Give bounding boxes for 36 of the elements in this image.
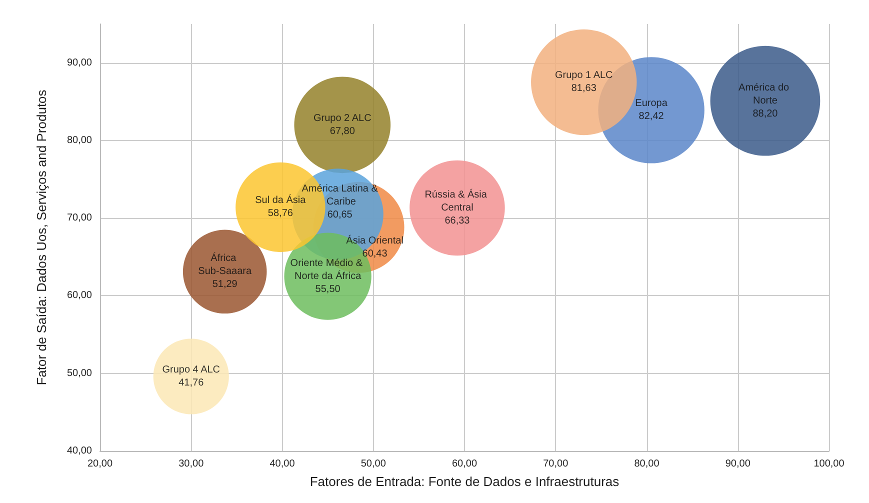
- x-tick-label: 70,00: [543, 458, 569, 470]
- y-tick-label: 80,00: [66, 134, 92, 146]
- x-tick-label: 30,00: [178, 458, 204, 470]
- series-label: Grupo 2 ALC: [313, 112, 372, 124]
- series-label: Grupo 1 ALC: [554, 70, 613, 82]
- y-axis-title: Fator de Saída: Dados Uos, Serviços and Produtos: [34, 89, 49, 386]
- y-tick-label: 50,00: [66, 368, 92, 379]
- x-tick-label: 20,00: [87, 458, 113, 470]
- data-label: 66,33: [444, 216, 470, 226]
- data-label: 51,29: [212, 279, 238, 290]
- data-label: 81,63: [571, 83, 597, 94]
- x-tick-label: 100,00: [814, 458, 845, 470]
- data-label: 88,20: [752, 108, 778, 120]
- y-tick-label: 90,00: [66, 57, 92, 68]
- y-tick-label: 60,00: [66, 290, 92, 302]
- series-label: Grupo 4 ALC: [162, 364, 220, 376]
- series-label: Oriente Médio & Norte da África: [290, 258, 366, 282]
- data-label: 60,65: [327, 210, 353, 221]
- data-label: 67,80: [330, 126, 356, 137]
- y-tick-label: 40,00: [66, 446, 92, 456]
- data-label: 82,42: [638, 111, 664, 122]
- series-label: Rússia & Ásia Central: [424, 188, 490, 214]
- series-label: Sul da Ásia: [255, 194, 306, 206]
- x-axis-title: Fatores de Entrada: Fonte de Dados e Infraestruturas: [310, 474, 620, 489]
- data-label: 55,50: [315, 284, 341, 295]
- y-tick-label: 70,00: [66, 212, 92, 224]
- series-label: África Sub-Saaara: [198, 252, 252, 278]
- x-tick-label: 60,00: [452, 458, 478, 470]
- x-tick-label: 80,00: [634, 458, 660, 470]
- series-label: Europa: [635, 98, 668, 110]
- x-tick-label: 40,00: [270, 458, 296, 470]
- x-tick-label: 90,00: [725, 458, 751, 470]
- x-tick-label: 50,00: [360, 458, 386, 470]
- series-label: América do Norte: [738, 82, 792, 106]
- data-label: 58,76: [268, 208, 294, 220]
- data-label: 41,76: [178, 377, 204, 388]
